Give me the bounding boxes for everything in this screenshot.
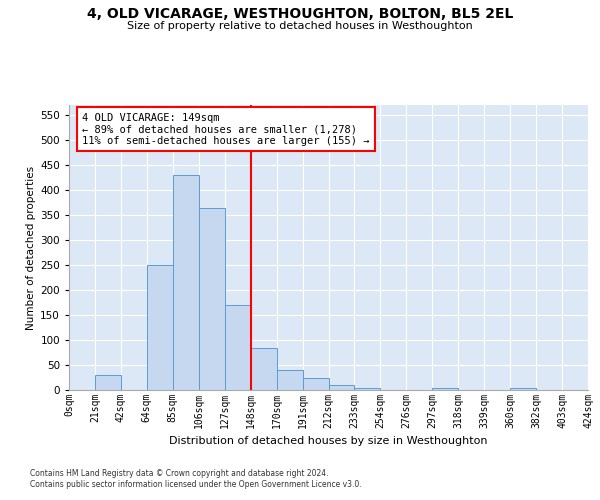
Bar [302, 378, 329, 390]
Bar [173, 175, 199, 390]
Bar [355, 388, 380, 390]
Text: Contains HM Land Registry data © Crown copyright and database right 2024.: Contains HM Land Registry data © Crown c… [30, 468, 329, 477]
Bar [199, 208, 224, 390]
Bar [329, 385, 355, 390]
Y-axis label: Number of detached properties: Number of detached properties [26, 166, 36, 330]
Bar [510, 388, 536, 390]
Bar [225, 305, 251, 390]
Text: 4, OLD VICARAGE, WESTHOUGHTON, BOLTON, BL5 2EL: 4, OLD VICARAGE, WESTHOUGHTON, BOLTON, B… [87, 8, 513, 22]
Bar [251, 348, 277, 390]
Bar [277, 370, 302, 390]
Text: 4 OLD VICARAGE: 149sqm
← 89% of detached houses are smaller (1,278)
11% of semi-: 4 OLD VICARAGE: 149sqm ← 89% of detached… [82, 112, 370, 146]
Bar [147, 265, 173, 390]
X-axis label: Distribution of detached houses by size in Westhoughton: Distribution of detached houses by size … [169, 436, 488, 446]
Text: Size of property relative to detached houses in Westhoughton: Size of property relative to detached ho… [127, 21, 473, 31]
Bar [433, 388, 458, 390]
Bar [95, 375, 121, 390]
Text: Contains public sector information licensed under the Open Government Licence v3: Contains public sector information licen… [30, 480, 362, 489]
